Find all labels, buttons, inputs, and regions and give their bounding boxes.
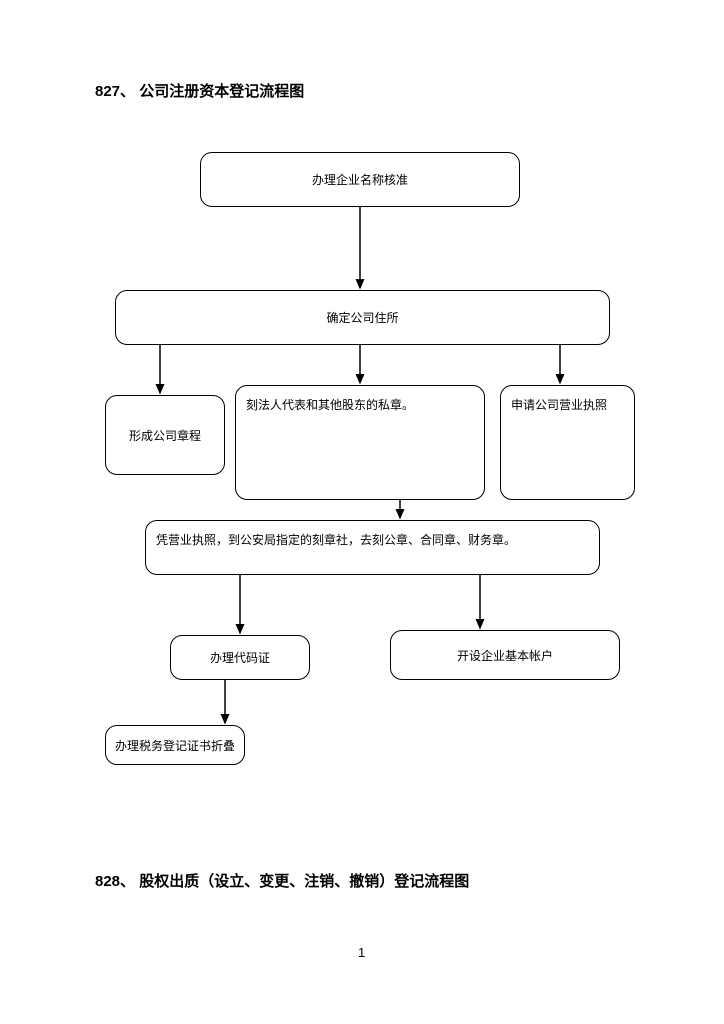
node-business-license: 申请公司营业执照 — [500, 385, 635, 500]
node-articles: 形成公司章程 — [105, 395, 225, 475]
heading-827: 827、 公司注册资本登记流程图 — [95, 80, 304, 101]
node-company-address: 确定公司住所 — [115, 290, 610, 345]
node-carve-seals: 凭营业执照，到公安局指定的刻章社，去刻公章、合同章、财务章。 — [145, 520, 600, 575]
page-number: 1 — [358, 945, 365, 960]
heading-828: 828、 股权出质（设立、变更、注销、撤销）登记流程图 — [95, 870, 469, 891]
node-code-cert: 办理代码证 — [170, 635, 310, 680]
node-bank-account: 开设企业基本帐户 — [390, 630, 620, 680]
node-tax-cert: 办理税务登记证书折叠 — [105, 725, 245, 765]
node-name-approval: 办理企业名称核准 — [200, 152, 520, 207]
node-private-seal: 刻法人代表和其他股东的私章。 — [235, 385, 485, 500]
document-page: 827、 公司注册资本登记流程图 828、 股权出质（设立、变更、注销、撤销）登… — [0, 0, 724, 1024]
